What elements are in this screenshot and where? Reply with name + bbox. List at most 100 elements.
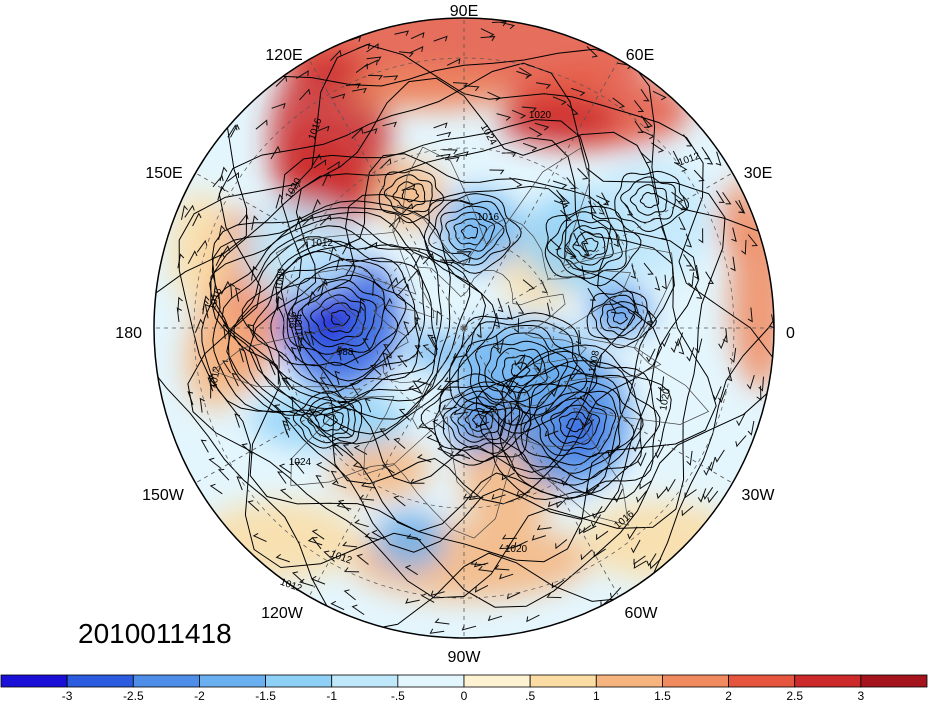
wind-barb [330, 600, 345, 611]
wind-barb [556, 497, 568, 509]
wind-barb [731, 227, 737, 243]
colorbar-label: 2.5 [786, 689, 803, 702]
anomaly-region [590, 285, 650, 335]
isobar [320, 302, 360, 334]
wind-barb [480, 36, 496, 42]
isobar [544, 205, 642, 287]
wind-barb [681, 505, 694, 517]
wind-barb [218, 468, 230, 481]
contour-label: 1020 [658, 387, 673, 411]
wind-barb [545, 404, 558, 414]
wind-barb [299, 88, 311, 101]
isobar [465, 325, 578, 416]
isobar [252, 250, 420, 388]
meridian-line [195, 172, 465, 329]
colorbar-label: 1.5 [654, 689, 671, 702]
wind-barb [364, 59, 379, 67]
wind-barb [656, 487, 668, 500]
wind-barb [271, 102, 286, 109]
isobar [201, 200, 497, 445]
wind-barb [176, 307, 182, 323]
wind-barb [566, 245, 577, 258]
wind-barb [473, 561, 489, 568]
wind-barb [330, 49, 342, 62]
wind-barb [181, 205, 188, 220]
wind-barb [646, 348, 656, 363]
colorbar: -3 -2.5 -2 -1.5 -1 -.5 0 .5 1 1.5 2 2.5 3 [0, 674, 928, 702]
colorbar-label: -3 [62, 689, 73, 702]
longitude-label: 120E [265, 47, 302, 64]
colorbar-boxes [0, 674, 928, 688]
isobar [523, 384, 621, 466]
wind-barb [578, 524, 592, 535]
isobar [270, 258, 419, 382]
longitude-label: 150W [142, 487, 185, 504]
wind-barb [566, 104, 579, 116]
coastline [373, 266, 587, 440]
wind-barb [456, 257, 471, 264]
contour-label: 988 [337, 347, 354, 358]
wind-barb [383, 75, 399, 81]
wind-barb [697, 488, 707, 503]
anomaly-region [500, 95, 620, 145]
contour-label: 1004 [294, 313, 305, 336]
wind-barb [514, 354, 526, 367]
isobar [464, 407, 494, 432]
wind-barb [630, 264, 637, 279]
isobar [307, 402, 350, 438]
wind-barb [517, 356, 526, 371]
wind-barb [534, 122, 550, 131]
colorbar-box [0, 674, 68, 688]
wind-barb [758, 376, 764, 392]
wind-barb [222, 360, 231, 374]
wind-barb [339, 426, 353, 437]
wind-barb [730, 256, 736, 272]
wind-barb [299, 578, 314, 587]
wind-barb [561, 473, 572, 487]
wind-barb [643, 262, 654, 275]
wind-barb [512, 109, 527, 119]
anomaly-region [330, 440, 430, 500]
wind-barb [342, 444, 354, 456]
wind-barb [200, 439, 209, 453]
wind-barb [255, 119, 268, 130]
wind-barb [480, 28, 495, 38]
wind-barb [268, 361, 276, 376]
wind-barb [747, 234, 758, 247]
wind-barb [202, 299, 209, 315]
isobar [280, 153, 663, 505]
wind-barb [432, 419, 446, 430]
wind-barb [427, 334, 436, 348]
wind-barb [278, 463, 292, 475]
wind-barb [515, 301, 525, 314]
wind-barb [536, 82, 552, 89]
wind-barb [769, 314, 774, 329]
meridian-line [195, 327, 465, 484]
isobar [292, 390, 363, 449]
contour-label: 996 [288, 311, 299, 328]
isobar [449, 312, 598, 434]
wind-barb [291, 395, 297, 411]
wind-barb [208, 457, 221, 469]
wind-barb [212, 175, 224, 188]
longitude-labels: 90E 60E 30E 0 30W 60W 90W 120W 150W 180 150E 120E [115, 3, 795, 666]
wind-barb [405, 598, 420, 604]
wind-barb [583, 525, 597, 534]
longitude-label: 90W [448, 649, 482, 666]
wind-barb [698, 228, 704, 244]
isobar [475, 332, 569, 409]
wind-barb [433, 122, 448, 129]
parallel-line [193, 57, 735, 599]
wind-barb [549, 238, 562, 251]
isobar [450, 396, 507, 443]
wind-barb [409, 46, 424, 54]
wind-barb [436, 131, 452, 138]
wind-barb [397, 355, 408, 368]
wind-barb [251, 265, 258, 281]
wind-barb [307, 537, 323, 546]
wind-barb [296, 240, 309, 252]
longitude-label: 30E [744, 165, 772, 182]
colorbar-box [529, 674, 597, 688]
isobar [581, 237, 599, 252]
wind-barb [366, 56, 382, 62]
